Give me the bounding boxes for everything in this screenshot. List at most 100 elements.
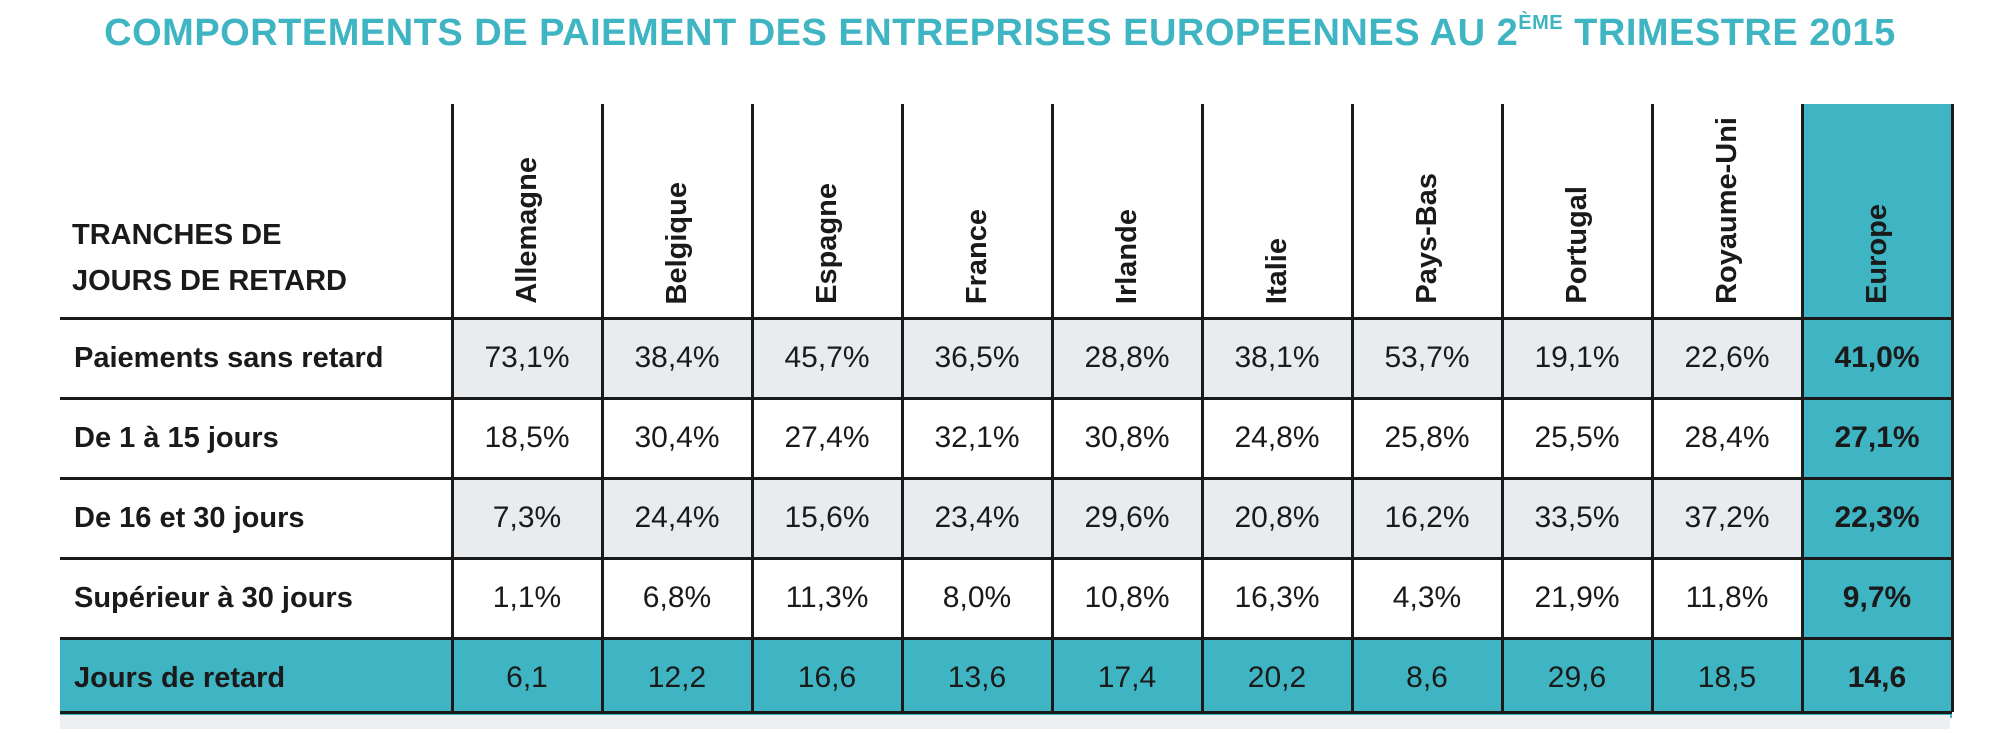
table-cell: 15,6% xyxy=(752,478,902,558)
chart-title: COMPORTEMENTS DE PAIEMENT DES ENTREPRISE… xyxy=(0,12,2000,55)
table-cell: 73,1% xyxy=(452,318,602,398)
column-header-france: France xyxy=(902,104,1052,318)
column-divider xyxy=(1501,104,1504,712)
table-cell: 24,4% xyxy=(602,478,752,558)
column-header-text: Irlande xyxy=(1110,208,1143,304)
chart-title-tail: TRIMESTRE 2015 xyxy=(1563,12,1896,54)
table-cell: 22,6% xyxy=(1652,318,1802,398)
column-divider xyxy=(1201,104,1204,712)
table-cell: 9,7% xyxy=(1802,558,1952,638)
column-divider xyxy=(601,104,604,712)
column-divider xyxy=(1351,104,1354,712)
table-cell: 37,2% xyxy=(1652,478,1802,558)
table-cell: 38,1% xyxy=(1202,318,1352,398)
table-cell: 16,6 xyxy=(752,638,902,718)
column-header-irlande: Irlande xyxy=(1052,104,1202,318)
column-header-text: Italie xyxy=(1260,237,1293,304)
table-bottom-shade xyxy=(60,715,1950,729)
column-header-espagne: Espagne xyxy=(752,104,902,318)
table-cell: 16,2% xyxy=(1352,478,1502,558)
table-cell: 11,8% xyxy=(1685,581,1769,614)
table-cell: 41,0% xyxy=(1802,318,1952,398)
column-divider xyxy=(451,104,454,712)
column-header-text: Royaume-Uni xyxy=(1710,117,1743,304)
table-cell: 16,3% xyxy=(1234,581,1320,614)
table-cell: 21,9% xyxy=(1534,581,1620,614)
column-header-pays-bas: Pays-Bas xyxy=(1352,104,1502,318)
table-cell: 20,2 xyxy=(1202,638,1352,718)
row-divider xyxy=(60,477,1952,480)
table-cell: 19,1% xyxy=(1502,318,1652,398)
column-header-text: Europe xyxy=(1860,204,1893,304)
table-cell: 25,5% xyxy=(1534,421,1620,454)
column-header-europe: Europe xyxy=(1802,104,1952,318)
column-header-text: Portugal xyxy=(1560,186,1593,304)
table-cell: 23,4% xyxy=(902,478,1052,558)
table-cell: 30,8% xyxy=(1084,421,1170,454)
column-divider xyxy=(751,104,754,712)
table-cell: 18,5 xyxy=(1652,638,1802,718)
column-divider xyxy=(1951,104,1954,712)
table-cell: 20,8% xyxy=(1202,478,1352,558)
row-label: Paiements sans retard xyxy=(74,341,384,374)
table-cell: 10,8% xyxy=(1084,581,1170,614)
chart-title-superscript: ÈME xyxy=(1518,12,1564,34)
column-header-belgique: Belgique xyxy=(602,104,752,318)
row-divider xyxy=(60,637,1952,640)
table-cell: 12,2 xyxy=(602,638,752,718)
table-cell: 28,8% xyxy=(1052,318,1202,398)
column-divider xyxy=(1051,104,1054,712)
table-cell: 6,1 xyxy=(452,638,602,718)
table-cell: 13,6 xyxy=(902,638,1052,718)
row-divider xyxy=(60,317,1952,320)
table-cell: 32,1% xyxy=(934,421,1020,454)
column-header-text: Allemagne xyxy=(510,157,543,304)
table-cell: 27,1% xyxy=(1802,398,1952,478)
row-divider xyxy=(60,557,1952,560)
table-cell: 53,7% xyxy=(1352,318,1502,398)
column-header-italie: Italie xyxy=(1202,104,1352,318)
table-cell: 29,6 xyxy=(1502,638,1652,718)
column-divider xyxy=(1651,104,1654,712)
row-label: Supérieur à 30 jours xyxy=(74,581,353,614)
column-header-allemagne: Allemagne xyxy=(452,104,602,318)
table-cell: 28,4% xyxy=(1684,421,1770,454)
table-cell: 11,3% xyxy=(785,581,869,614)
row-label: De 16 et 30 jours xyxy=(74,501,305,534)
table-cell: 24,8% xyxy=(1234,421,1320,454)
row-divider xyxy=(60,711,1952,714)
table-cell: 8,6 xyxy=(1352,638,1502,718)
table-cell: 22,3% xyxy=(1802,478,1952,558)
table-cell: 6,8% xyxy=(642,581,712,614)
table-cell: 36,5% xyxy=(902,318,1052,398)
row-label: De 1 à 15 jours xyxy=(74,421,279,454)
table-cell: 7,3% xyxy=(452,478,602,558)
column-header-text: France xyxy=(960,208,993,304)
chart-title-main: COMPORTEMENTS DE PAIEMENT DES ENTREPRISE… xyxy=(104,12,1519,54)
column-divider xyxy=(901,104,904,712)
column-header-portugal: Portugal xyxy=(1502,104,1652,318)
table-cell: 45,7% xyxy=(752,318,902,398)
table-cell: 38,4% xyxy=(602,318,752,398)
table-cell: 29,6% xyxy=(1052,478,1202,558)
column-header-text: Espagne xyxy=(810,183,843,304)
table-cell: 8,0% xyxy=(942,581,1012,614)
row-divider xyxy=(60,397,1952,400)
table-cell: 27,4% xyxy=(784,421,870,454)
table-cell: 25,8% xyxy=(1384,421,1470,454)
column-header-text: Pays-Bas xyxy=(1410,173,1443,304)
row-header-label-line-1: TRANCHES DE xyxy=(72,219,282,251)
table-cell: 30,4% xyxy=(634,421,720,454)
table-cell: 18,5% xyxy=(484,421,570,454)
column-header-royaume-uni: Royaume-Uni xyxy=(1652,104,1802,318)
column-divider xyxy=(1801,104,1804,712)
table-cell: 1,1% xyxy=(492,581,562,614)
table-cell: 17,4 xyxy=(1052,638,1202,718)
column-header-text: Belgique xyxy=(660,181,693,304)
row-label: Jours de retard xyxy=(60,638,452,718)
row-header-label-line-2: JOURS DE RETARD xyxy=(72,265,347,297)
table-cell: 14,6 xyxy=(1802,638,1952,718)
table-cell: 33,5% xyxy=(1502,478,1652,558)
table-cell: 4,3% xyxy=(1392,581,1462,614)
